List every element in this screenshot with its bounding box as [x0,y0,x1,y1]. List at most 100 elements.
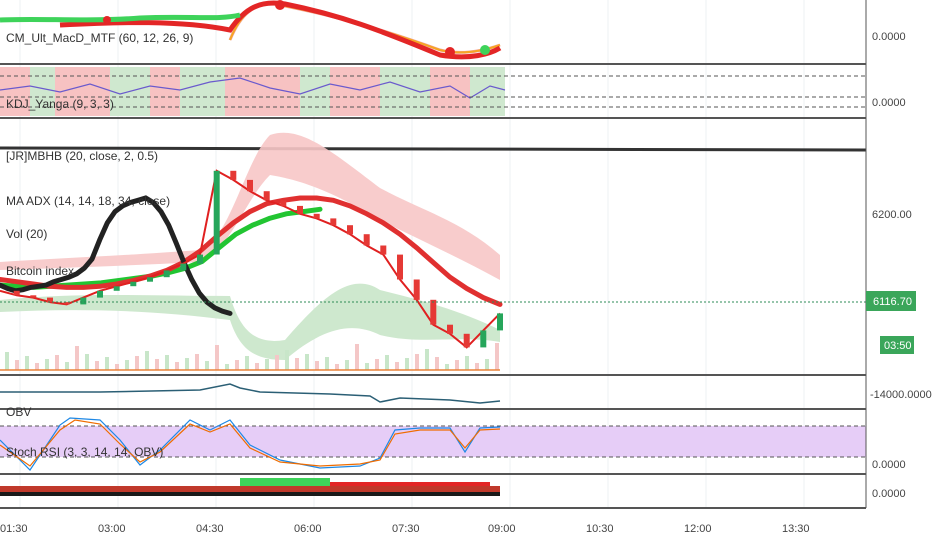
volume-bar [125,360,129,370]
volume-bar [215,345,219,370]
candle [180,263,187,271]
candle [80,297,87,305]
candle [230,170,237,180]
last-price-value: 6116.70 [873,296,912,308]
candle [313,213,320,219]
kdj-label: KDJ_Yanga (9, 3, 3) [6,97,114,111]
candle [263,191,270,201]
volume-bar [135,356,139,370]
volume-bar [485,359,489,370]
candle [397,254,403,280]
volume-bar [155,359,159,370]
volume-bar [315,361,319,370]
macd-pane: CM_Ult_MacD_MTF (60, 12, 26, 9) [0,0,866,65]
volume-bar [65,362,69,370]
ma-adx-label: MA ADX (14, 14, 18, 34, close) [6,194,170,208]
volume-bar [295,358,299,370]
time-tick-1200: 12:00 [684,523,712,535]
volume-bar [165,355,169,370]
candle [130,281,137,287]
time-tick-0900: 09:00 [488,523,516,535]
last-price-badge [866,291,916,311]
volume-bar [285,350,289,370]
volume-bar [265,359,269,370]
candle [430,299,437,325]
histogram-pane [0,478,866,509]
candle [13,290,20,296]
candle [297,205,303,214]
obv-axis-label: -14000.0000 [870,389,932,401]
volume-bar [255,363,259,370]
candle [447,324,453,334]
kdj-axis-label: 0.0000 [872,97,906,109]
vol-label: Vol (20) [6,227,47,241]
candle [30,295,37,298]
candle [247,179,253,192]
candle [480,330,487,348]
volume-bar [385,355,389,370]
candle [280,200,287,206]
countdown-badge [880,336,914,354]
volume-bar [5,352,9,370]
candle [97,290,103,298]
volume-bar [45,359,49,370]
candle [330,218,337,226]
price-tick-6200: 6200.00 [872,209,912,221]
time-axis: 01:30 03:00 04:30 06:00 07:30 09:00 10:3… [0,523,810,535]
candle [363,234,370,246]
volume-bar [355,344,359,370]
volume-bar [55,355,59,370]
mbhb-label: [JR]MBHB (20, close, 2, 0.5) [6,149,158,163]
obv-pane: OBV [0,383,866,419]
bitcoin-index-label: Bitcoin index [6,264,74,278]
volume-bar [275,355,279,370]
volume-bar [415,354,419,370]
candle [113,286,120,291]
candle [197,254,203,264]
time-tick-1030: 10:30 [586,523,614,535]
time-tick-1330: 13:30 [782,523,810,535]
volume-bar [185,358,189,370]
candles [13,170,503,348]
macd-axis-label: 0.0000 [872,31,906,43]
ma-adx-line [0,195,503,307]
candle [213,170,220,255]
time-tick-0600: 06:00 [294,523,322,535]
volume-bar [225,364,229,370]
volume-bar [375,359,379,370]
time-tick-0300: 03:00 [98,523,126,535]
volume-bar [35,363,39,370]
macd-label: CM_Ult_MacD_MTF (60, 12, 26, 9) [6,31,193,45]
time-tick-0130: 01:30 [0,523,28,535]
stoch-rsi-axis-label: 0.0000 [872,459,906,471]
candle [380,245,387,255]
obv-label: OBV [6,405,31,419]
time-tick-0730: 07:30 [392,523,420,535]
volume-bar [305,354,309,370]
stoch-rsi-pane: Stoch RSI (3, 3, 14, 14, OBV) [0,417,866,475]
volume-bar [465,356,469,370]
candle [463,333,470,348]
candle [413,279,420,300]
candle [47,297,53,303]
volume-bar [15,360,19,370]
kdj-pane: KDJ_Yanga (9, 3, 3) [0,67,866,119]
volume-bar [455,360,459,370]
volume-bar [445,364,449,370]
volume-bar [75,346,79,370]
volume-bar [335,364,339,370]
volume-bar [475,363,479,370]
volume-bar [95,361,99,370]
candle [147,277,153,282]
volume-bar [105,357,109,370]
volume-bar [365,363,369,370]
candle [63,302,70,305]
volume-bar [405,358,409,370]
volume-bar [25,356,29,370]
volume-bar [115,364,119,370]
candle [497,313,503,331]
candle [347,225,353,235]
volume-bar [195,354,199,370]
volume-bar [425,349,429,370]
price-pane: [JR]MBHB (20, close, 2, 0.5) MA ADX (14,… [0,132,867,376]
